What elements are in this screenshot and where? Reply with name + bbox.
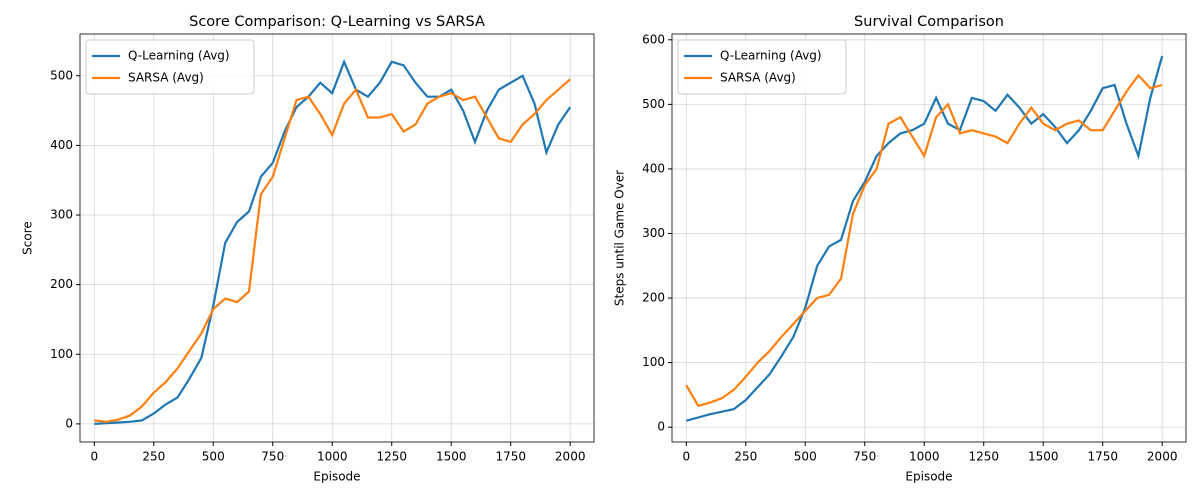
y-tick-label: 500 (50, 68, 73, 82)
x-tick-label: 250 (142, 450, 165, 464)
y-tick-label: 400 (642, 161, 665, 175)
x-tick-label: 1000 (909, 450, 940, 464)
x-tick-label: 500 (202, 450, 225, 464)
y-tick-label: 300 (50, 208, 73, 222)
legend-label: Q-Learning (Avg) (128, 49, 230, 63)
y-tick-label: 0 (657, 420, 665, 434)
x-tick-label: 1500 (1028, 450, 1059, 464)
x-tick-label: 2000 (1147, 450, 1178, 464)
axes-frame (79, 33, 595, 443)
y-axis-label: Score (21, 221, 35, 255)
x-axis-label: Episode (313, 470, 360, 484)
x-tick-label: 0 (90, 450, 98, 464)
y-tick-label: 400 (50, 138, 73, 152)
x-tick-label: 1750 (495, 450, 526, 464)
y-tick-label: 600 (642, 32, 665, 46)
series-line (685, 73, 1163, 408)
chart-title: Score Comparison: Q-Learning vs SARSA (189, 14, 485, 30)
y-tick-label: 0 (65, 416, 73, 430)
x-tick-label: 750 (261, 450, 284, 464)
x-tick-label: 1000 (317, 450, 348, 464)
x-tick-label: 250 (734, 450, 757, 464)
legend-box (85, 39, 255, 95)
x-tick-label: 500 (794, 450, 817, 464)
y-tick-label: 200 (642, 291, 665, 305)
x-tick-label: 2000 (555, 450, 586, 464)
legend-box (677, 39, 847, 95)
x-tick-label: 0 (682, 450, 690, 464)
y-tick-label: 300 (642, 226, 665, 240)
x-tick-label: 1750 (1087, 450, 1118, 464)
x-tick-label: 1500 (436, 450, 467, 464)
x-axis-label: Episode (905, 470, 952, 484)
legend-label: Q-Learning (Avg) (720, 49, 822, 63)
y-tick-label: 100 (642, 355, 665, 369)
y-axis-label: Steps until Game Over (613, 170, 627, 306)
x-tick-label: 1250 (968, 450, 999, 464)
axes-frame (671, 33, 1187, 443)
y-tick-label: 200 (50, 277, 73, 291)
legend-label: SARSA (Avg) (128, 71, 204, 85)
legend-label: SARSA (Avg) (720, 71, 796, 85)
x-tick-label: 1250 (376, 450, 407, 464)
x-tick-label: 750 (853, 450, 876, 464)
series-line (94, 78, 571, 423)
series-line (94, 58, 572, 425)
y-tick-label: 100 (50, 347, 73, 361)
y-tick-label: 500 (642, 97, 665, 111)
chart-title: Survival Comparison (854, 14, 1004, 30)
